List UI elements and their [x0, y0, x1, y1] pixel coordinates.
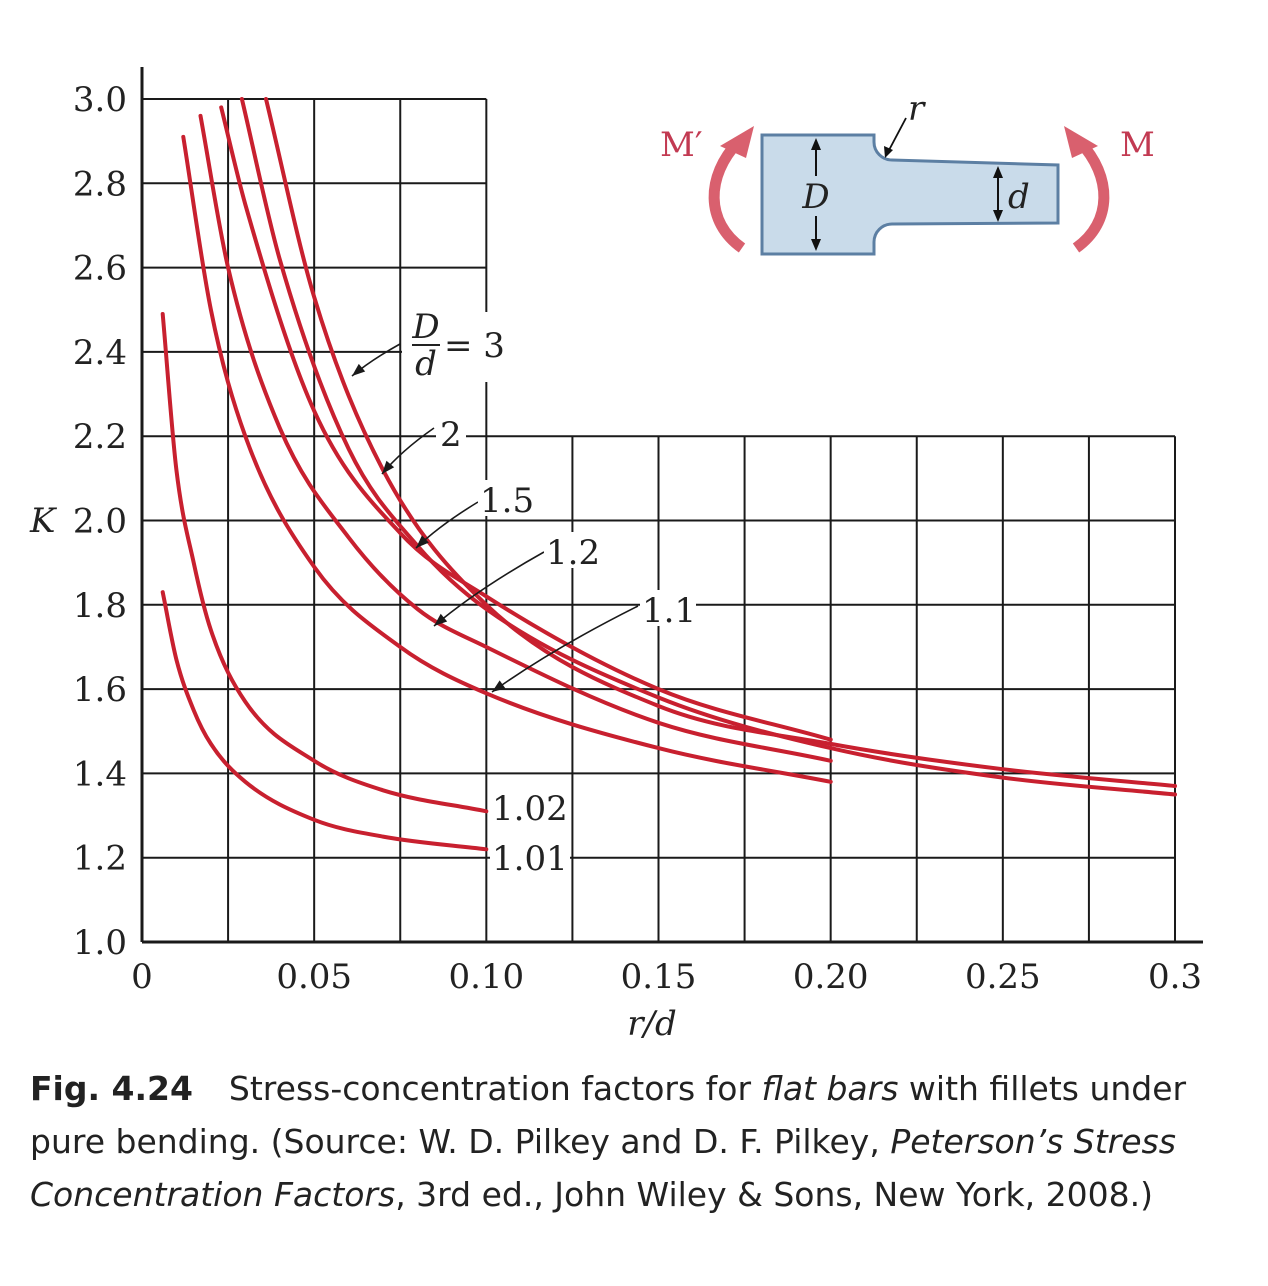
y-tick-label: 1.8	[73, 586, 127, 626]
radius-leader	[887, 117, 907, 153]
y-tick-label: 2.0	[73, 502, 127, 542]
label-1.2-bg	[544, 532, 602, 568]
x-tick-label: 0.10	[448, 957, 524, 997]
chart: 0 0.05 0.10 0.15 0.20 0.25 0.3 1.0 1.2 1.4 1.6 1.8 2…	[29, 67, 1203, 1044]
leader-line	[433, 551, 545, 627]
curve-series	[160, 590, 489, 852]
inset-diagram: D d r M′ M	[660, 89, 1155, 256]
moment-left-arrowhead	[720, 126, 754, 158]
label-1.2: 1.2	[544, 532, 602, 573]
leader-arrowhead	[352, 363, 366, 376]
moment-right-arrowhead	[1064, 126, 1098, 158]
label-1.5-text: 1.5	[480, 481, 534, 521]
leader-arrowhead	[416, 535, 429, 548]
y-tick-label: 2.6	[73, 249, 127, 289]
caption-text-1: Stress-concentration factors for	[228, 1069, 762, 1108]
label-dd3-bg	[402, 312, 512, 382]
caption-text-2: with fillets under pure bending. (Source…	[30, 1069, 1187, 1161]
tick-labels: 0 0.05 0.10 0.15 0.20 0.25 0.3 1.0 1.2 1.4 1.6 1.8 2…	[73, 80, 1202, 997]
y-tick-label: 1.2	[73, 839, 127, 879]
label-dd3-denominator: d	[415, 344, 437, 384]
moment-left-label: M′	[660, 125, 703, 165]
label-2-bg	[436, 416, 466, 450]
curve-series	[181, 134, 833, 784]
dim-D-label-bg	[800, 176, 832, 216]
caption-italic-2: Peterson’s Stress Concentration Factors	[30, 1122, 1176, 1214]
stepped-bar	[760, 133, 1060, 256]
label-1.02: 1.02	[490, 786, 570, 829]
curve-series	[264, 97, 1177, 788]
dim-D-arrow-down	[811, 239, 821, 251]
label-2: 2	[436, 415, 466, 455]
leader-arrowhead	[382, 460, 395, 474]
curve-series	[160, 312, 489, 814]
label-1.02-text: 1.02	[492, 789, 568, 829]
y-axis-label: K	[29, 501, 58, 541]
label-1.1-bg	[640, 590, 696, 626]
dim-d-label: d	[1008, 177, 1030, 217]
label-1.1: 1.1	[640, 590, 696, 631]
label-dd3-value: = 3	[444, 326, 505, 366]
y-tick-label: 1.0	[73, 923, 127, 963]
curve-series	[239, 97, 1177, 797]
x-tick-label: 0.20	[793, 957, 869, 997]
dim-d-arrow-down	[993, 210, 1003, 222]
dim-D-label: D	[801, 177, 829, 217]
y-tick-label: 1.6	[73, 670, 127, 710]
label-1.02-bg	[490, 786, 570, 824]
curve-series	[198, 113, 833, 763]
x-tick-label: 0.05	[276, 957, 352, 997]
axes	[140, 67, 1203, 944]
moment-right-arrow	[1072, 138, 1110, 253]
label-1.5: 1.5	[478, 480, 534, 521]
x-tick-label: 0.25	[965, 957, 1041, 997]
x-tick-label: 0.3	[1148, 957, 1202, 997]
x-tick-label: 0	[131, 957, 153, 997]
y-tick-label: 2.2	[73, 417, 127, 457]
label-2-text: 2	[440, 415, 462, 455]
label-1.1-text: 1.1	[642, 591, 696, 631]
radius-label: r	[908, 89, 926, 129]
caption-italic-1: flat bars	[761, 1069, 899, 1108]
y-tick-label: 2.8	[73, 164, 127, 204]
leader-line	[491, 605, 639, 693]
curve-leaders	[351, 343, 639, 693]
dim-D-arrow-up	[811, 138, 821, 150]
label-1.5-bg	[478, 480, 534, 516]
label-1.01: 1.01	[490, 836, 570, 879]
moment-right-label: M	[1120, 125, 1155, 165]
dim-d-arrow-up	[993, 166, 1003, 178]
moment-left-arrow	[708, 138, 746, 253]
y-tick-label: 2.4	[73, 333, 127, 373]
label-1.01-bg	[490, 836, 570, 874]
caption-text-3: , 3rd ed., John Wiley & Sons, New York, …	[395, 1175, 1153, 1214]
figure-caption: Fig. 4.24 Stress-concentration factors fo…	[30, 1062, 1230, 1221]
label-dd3: D d = 3	[402, 307, 512, 384]
label-dd3-numerator: D	[411, 307, 439, 347]
figure-number: Fig. 4.24	[30, 1069, 193, 1108]
curves	[160, 97, 1177, 852]
leader-arrowhead	[434, 613, 448, 626]
x-axis-label: r/d	[627, 1004, 676, 1044]
y-tick-label: 1.4	[73, 754, 127, 794]
leader-arrowhead	[492, 680, 506, 692]
label-1.01-text: 1.01	[492, 839, 568, 879]
label-1.2-text: 1.2	[546, 533, 600, 573]
curve-series	[219, 105, 833, 742]
radius-arrowhead	[884, 146, 893, 158]
x-tick-label: 0.15	[621, 957, 697, 997]
y-tick-label: 3.0	[73, 80, 127, 120]
